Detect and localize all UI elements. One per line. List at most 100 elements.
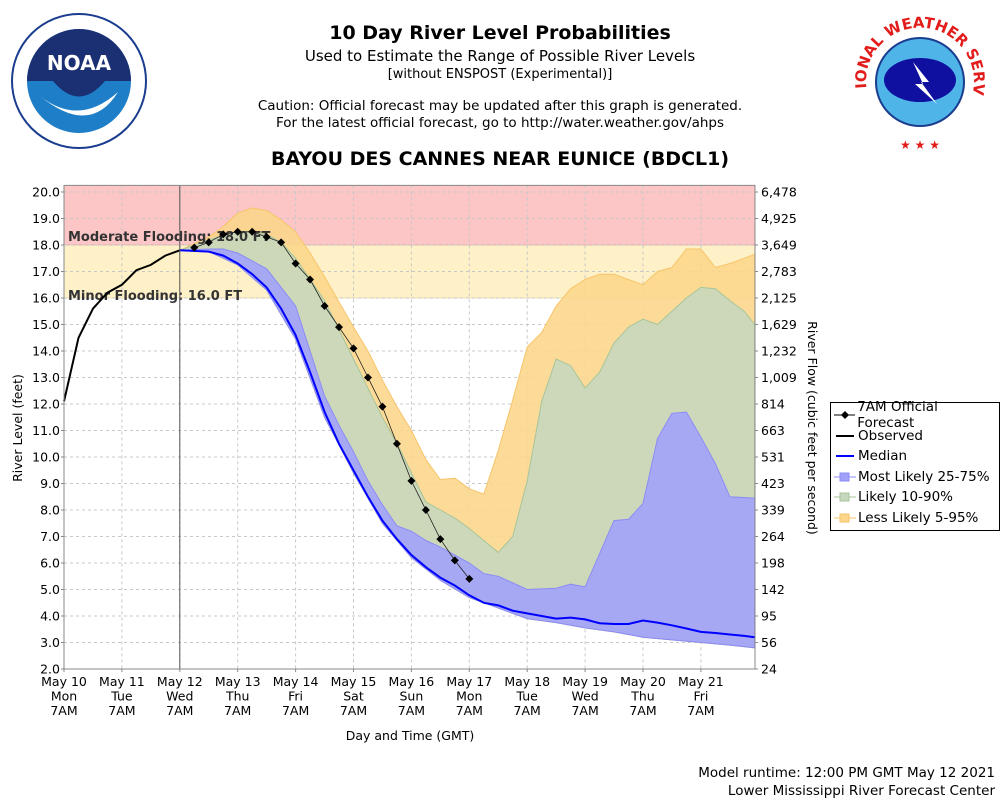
y-tick-label: 20.0 xyxy=(32,185,60,200)
forecast-point xyxy=(262,233,271,242)
forecast-point xyxy=(436,535,445,544)
flow-tick-label: 3,649 xyxy=(761,238,797,253)
svg-text:★ ★ ★: ★ ★ ★ xyxy=(900,138,940,152)
flow-tick-label: 198 xyxy=(761,556,785,571)
forecast-point xyxy=(233,227,242,236)
x-tick-label: Tue xyxy=(516,689,539,704)
x-tick-label: May 16 xyxy=(389,674,435,689)
x-tick-label: 7AM xyxy=(108,703,135,718)
x-tick-label: May 17 xyxy=(446,674,492,689)
forecast-point xyxy=(392,439,401,448)
x-tick-label: Fri xyxy=(288,689,303,704)
blue-line-icon xyxy=(836,455,854,458)
y-tick-label: 18.0 xyxy=(32,238,60,253)
legend-item-25-75: Most Likely 25-75% xyxy=(834,467,994,488)
forecast-point xyxy=(450,556,459,565)
forecast-point xyxy=(407,476,416,485)
x-tick-label: May 15 xyxy=(331,674,377,689)
y-tick-label: 4.0 xyxy=(40,609,60,624)
y-tick-label: 9.0 xyxy=(40,476,60,491)
flow-tick-label: 95 xyxy=(761,609,777,624)
caution-text: Caution: Official forecast may be update… xyxy=(257,98,743,114)
y-tick-label: 11.0 xyxy=(32,423,60,438)
y-tick-label: 7.0 xyxy=(40,529,60,544)
legend-label: Less Likely 5-95% xyxy=(858,509,979,526)
legend-label: Most Likely 25-75% xyxy=(858,468,990,485)
forecast-point xyxy=(219,230,228,239)
y-tick-label: 3.0 xyxy=(40,635,60,650)
model-runtime: Model runtime: 12:00 PM GMT May 12 2021 xyxy=(698,765,995,781)
chart-title: 10 Day River Level Probabilities xyxy=(329,22,671,44)
legend-item-observed: Observed xyxy=(834,426,994,447)
y2-axis-title: River Flow (cubic feet per second) xyxy=(805,321,820,535)
x-tick-label: May 19 xyxy=(562,674,608,689)
band-25-75 xyxy=(179,248,756,649)
y-tick-label: 13.0 xyxy=(32,370,60,385)
plot-frame xyxy=(63,184,756,670)
forecast-point xyxy=(320,301,329,310)
flow-tick-label: 531 xyxy=(761,450,785,465)
x-tick-label: 7AM xyxy=(571,703,598,718)
forecast-point xyxy=(291,259,300,268)
x-tick-label: 7AM xyxy=(282,703,309,718)
noaa-logo: NOAA xyxy=(11,13,147,149)
diamond-line-icon xyxy=(834,411,856,420)
median-line xyxy=(179,249,755,639)
forecast-point xyxy=(363,373,372,382)
y-tick-label: 17.0 xyxy=(32,264,60,279)
flow-tick-label: 24 xyxy=(761,662,777,677)
x-tick-label: 7AM xyxy=(629,703,656,718)
x-tick-label: 7AM xyxy=(340,703,367,718)
legend-label: 7AM Official Forecast xyxy=(857,399,938,432)
y-tick-label: 19.0 xyxy=(32,211,60,226)
y-axis-title: River Level (feet) xyxy=(10,374,25,482)
black-line-icon xyxy=(836,434,854,437)
x-tick-label: Wed xyxy=(166,689,193,704)
flow-tick-label: 264 xyxy=(761,529,785,544)
x-axis-title: Day and Time (GMT) xyxy=(346,728,475,743)
legend-label: Likely 10-90% xyxy=(858,489,954,506)
x-tick-label: May 20 xyxy=(620,674,666,689)
x-tick-label: Sun xyxy=(400,689,424,704)
x-tick-label: 7AM xyxy=(224,703,251,718)
forecast-center: Lower Mississippi River Forecast Center xyxy=(727,783,995,799)
flow-tick-label: 142 xyxy=(761,582,785,597)
x-tick-label: Tue xyxy=(110,689,133,704)
purple-square-icon xyxy=(834,472,856,482)
legend-item-median: Median xyxy=(834,446,994,467)
x-tick-label: Thu xyxy=(630,689,654,704)
forecast-point xyxy=(335,323,344,332)
flow-tick-label: 4,925 xyxy=(761,211,797,226)
station-name: BAYOU DES CANNES NEAR EUNICE (BDCL1) xyxy=(270,148,730,170)
forecast-point xyxy=(349,344,358,353)
y-tick-label: 2.0 xyxy=(40,662,60,677)
flow-tick-label: 663 xyxy=(761,423,785,438)
moderate-flood-zone xyxy=(64,185,755,245)
y-tick-label: 8.0 xyxy=(40,503,60,518)
green-square-icon xyxy=(834,492,856,502)
forecast-point xyxy=(421,506,430,514)
y-tick-label: 5.0 xyxy=(40,582,60,597)
threshold-label: Minor Flooding: 16.0 FT xyxy=(68,289,242,304)
flow-tick-label: 1,232 xyxy=(761,344,797,359)
y-tick-label: 14.0 xyxy=(32,344,60,359)
x-tick-label: Thu xyxy=(225,689,249,704)
noaa-logo-text: NOAA xyxy=(47,51,112,75)
x-tick-label: 7AM xyxy=(514,703,541,718)
x-tick-label: May 11 xyxy=(99,674,145,689)
x-tick-label: Wed xyxy=(571,689,598,704)
legend-label: Observed xyxy=(858,427,923,444)
y-tick-label: 15.0 xyxy=(32,317,60,332)
x-tick-label: May 18 xyxy=(504,674,550,689)
flow-tick-label: 814 xyxy=(761,397,785,412)
y-tick-label: 10.0 xyxy=(32,450,60,465)
x-tick-label: Mon xyxy=(456,689,482,704)
y-tick-label: 6.0 xyxy=(40,556,60,571)
chart-subtitle-2: [without ENSPOST (Experimental)] xyxy=(387,67,613,82)
y-tick-label: 16.0 xyxy=(32,291,60,306)
chart-legend: 7AM Official Forecast Observed Median Mo… xyxy=(830,399,1000,531)
legend-item-forecast: 7AM Official Forecast xyxy=(834,399,994,431)
caution-link-text: For the latest official forecast, go to … xyxy=(275,115,725,131)
x-tick-label: Sat xyxy=(343,689,364,704)
